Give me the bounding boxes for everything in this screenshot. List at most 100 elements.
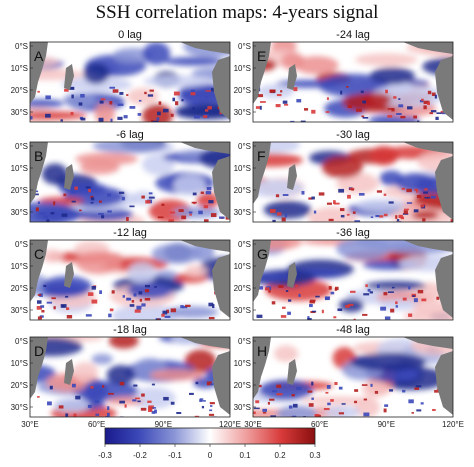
africa-landmass: [30, 337, 48, 399]
lat-tick-label: 10°S: [234, 262, 251, 271]
correlation-field: [253, 240, 453, 320]
australia-landmass: [435, 56, 453, 120]
panel-letter: H: [257, 343, 267, 359]
africa-landmass: [30, 42, 48, 104]
panel-letter: E: [257, 48, 266, 64]
colorbar: -0.3 -0.2 -0.1 0 0.1 0.2 0.3: [98, 427, 321, 460]
panel-letter: C: [34, 246, 44, 262]
madagascar-landmass: [64, 64, 74, 90]
map-frame: [252, 336, 454, 418]
figure-title: SSH correlation maps: 4-years signal: [95, 2, 379, 23]
lag-label: -48 lag: [336, 324, 370, 336]
africa-landmass: [30, 142, 48, 204]
lag-label: -12 lag: [113, 227, 147, 239]
lat-tick-label: 20°S: [234, 186, 251, 195]
lat-tick-label: 30°S: [234, 306, 251, 315]
correlation-field: [30, 240, 230, 320]
australia-landmass: [212, 56, 230, 120]
colorbar-tick-label: 0.3: [309, 451, 321, 460]
lat-tick-label: 20°S: [234, 284, 251, 293]
map-panel-g: -36 lag G 0°S 10°S 20°S 30°S: [234, 227, 454, 321]
lag-label: -18 lag: [113, 324, 147, 336]
map-frame: [252, 239, 454, 321]
madagascar-landmass: [287, 262, 297, 288]
lag-label: -30 lag: [336, 129, 370, 141]
lat-tick-label: 10°S: [11, 262, 28, 271]
australia-landmass: [435, 254, 453, 318]
lat-tick-label: 0°S: [238, 42, 251, 51]
lat-tick-label: 30°S: [11, 403, 28, 412]
africa-landmass: [30, 240, 48, 302]
lon-tick-label: 60°E: [311, 420, 328, 429]
indonesia-landmass: [403, 142, 453, 154]
lag-label: -24 lag: [336, 29, 370, 41]
lag-label: -36 lag: [336, 227, 370, 239]
map-panel-h: -48 lag H 0°S 10°S 20°S 30°S 30°E 60°E 90°E 120°E: [234, 324, 464, 429]
lat-tick-label: 20°S: [11, 186, 28, 195]
lat-tick-label: 30°S: [11, 108, 28, 117]
madagascar-landmass: [287, 164, 297, 190]
map-panel-b: -6 lag B 0°S 10°S 20°S 30°S: [11, 129, 231, 223]
indonesia-landmass: [403, 337, 453, 349]
australia-landmass: [212, 254, 230, 318]
lon-tick-label: 30°E: [244, 420, 261, 429]
lat-tick-label: 20°S: [11, 284, 28, 293]
map-frame: [29, 336, 231, 418]
lat-tick-label: 20°S: [234, 86, 251, 95]
lat-tick-label: 0°S: [15, 337, 28, 346]
africa-landmass: [253, 142, 271, 204]
indonesia-landmass: [403, 42, 453, 54]
panel-letter: F: [257, 148, 266, 164]
map-panel-c: -12 lag C 0°S 10°S 20°S 30°S: [11, 227, 231, 321]
colorbar-tick-label: 0: [208, 451, 213, 460]
lat-tick-label: 30°S: [11, 208, 28, 217]
lat-tick-label: 30°S: [234, 208, 251, 217]
madagascar-landmass: [64, 359, 74, 385]
australia-landmass: [212, 156, 230, 220]
lag-label: 0 lag: [118, 29, 142, 41]
lat-tick-label: 10°S: [234, 164, 251, 173]
australia-landmass: [435, 351, 453, 415]
australia-landmass: [435, 156, 453, 220]
panel-letter: D: [34, 343, 44, 359]
indonesia-landmass: [180, 337, 230, 349]
lat-tick-label: 30°S: [234, 403, 251, 412]
colorbar-tick-label: 0.1: [239, 451, 251, 460]
madagascar-landmass: [64, 164, 74, 190]
map-frame: [29, 239, 231, 321]
africa-landmass: [253, 337, 271, 399]
lat-tick-label: 0°S: [238, 240, 251, 249]
madagascar-landmass: [287, 64, 297, 90]
map-frame: [252, 141, 454, 223]
lat-tick-label: 10°S: [11, 359, 28, 368]
lat-tick-label: 0°S: [15, 42, 28, 51]
indonesia-landmass: [180, 240, 230, 252]
panel-letter: B: [34, 148, 43, 164]
lon-tick-label: 120°E: [442, 420, 464, 429]
indonesia-landmass: [403, 240, 453, 252]
correlation-field: [253, 337, 453, 417]
lat-tick-label: 0°S: [238, 337, 251, 346]
australia-landmass: [212, 351, 230, 415]
madagascar-landmass: [64, 262, 74, 288]
panel-letter: G: [257, 246, 268, 262]
lat-tick-label: 10°S: [11, 164, 28, 173]
colorbar-tick-label: 0.2: [274, 451, 286, 460]
colorbar-tick-label: -0.1: [168, 451, 182, 460]
africa-landmass: [253, 240, 271, 302]
map-frame: [29, 141, 231, 223]
colorbar-tick-label: -0.2: [133, 451, 147, 460]
lat-tick-label: 20°S: [234, 381, 251, 390]
lon-tick-label: 120°E: [219, 420, 241, 429]
lat-tick-label: 10°S: [11, 64, 28, 73]
lon-tick-label: 60°E: [88, 420, 105, 429]
panel-letter: A: [34, 48, 44, 64]
lat-tick-label: 10°S: [234, 64, 251, 73]
lat-tick-label: 10°S: [234, 359, 251, 368]
lon-tick-label: 90°E: [378, 420, 395, 429]
map-frame: [252, 41, 454, 123]
map-panel-a: 0 lag A 0°S 10°S 20°S 30°S: [11, 29, 231, 123]
lon-tick-label: 90°E: [155, 420, 172, 429]
lon-tick-label: 30°E: [21, 420, 38, 429]
